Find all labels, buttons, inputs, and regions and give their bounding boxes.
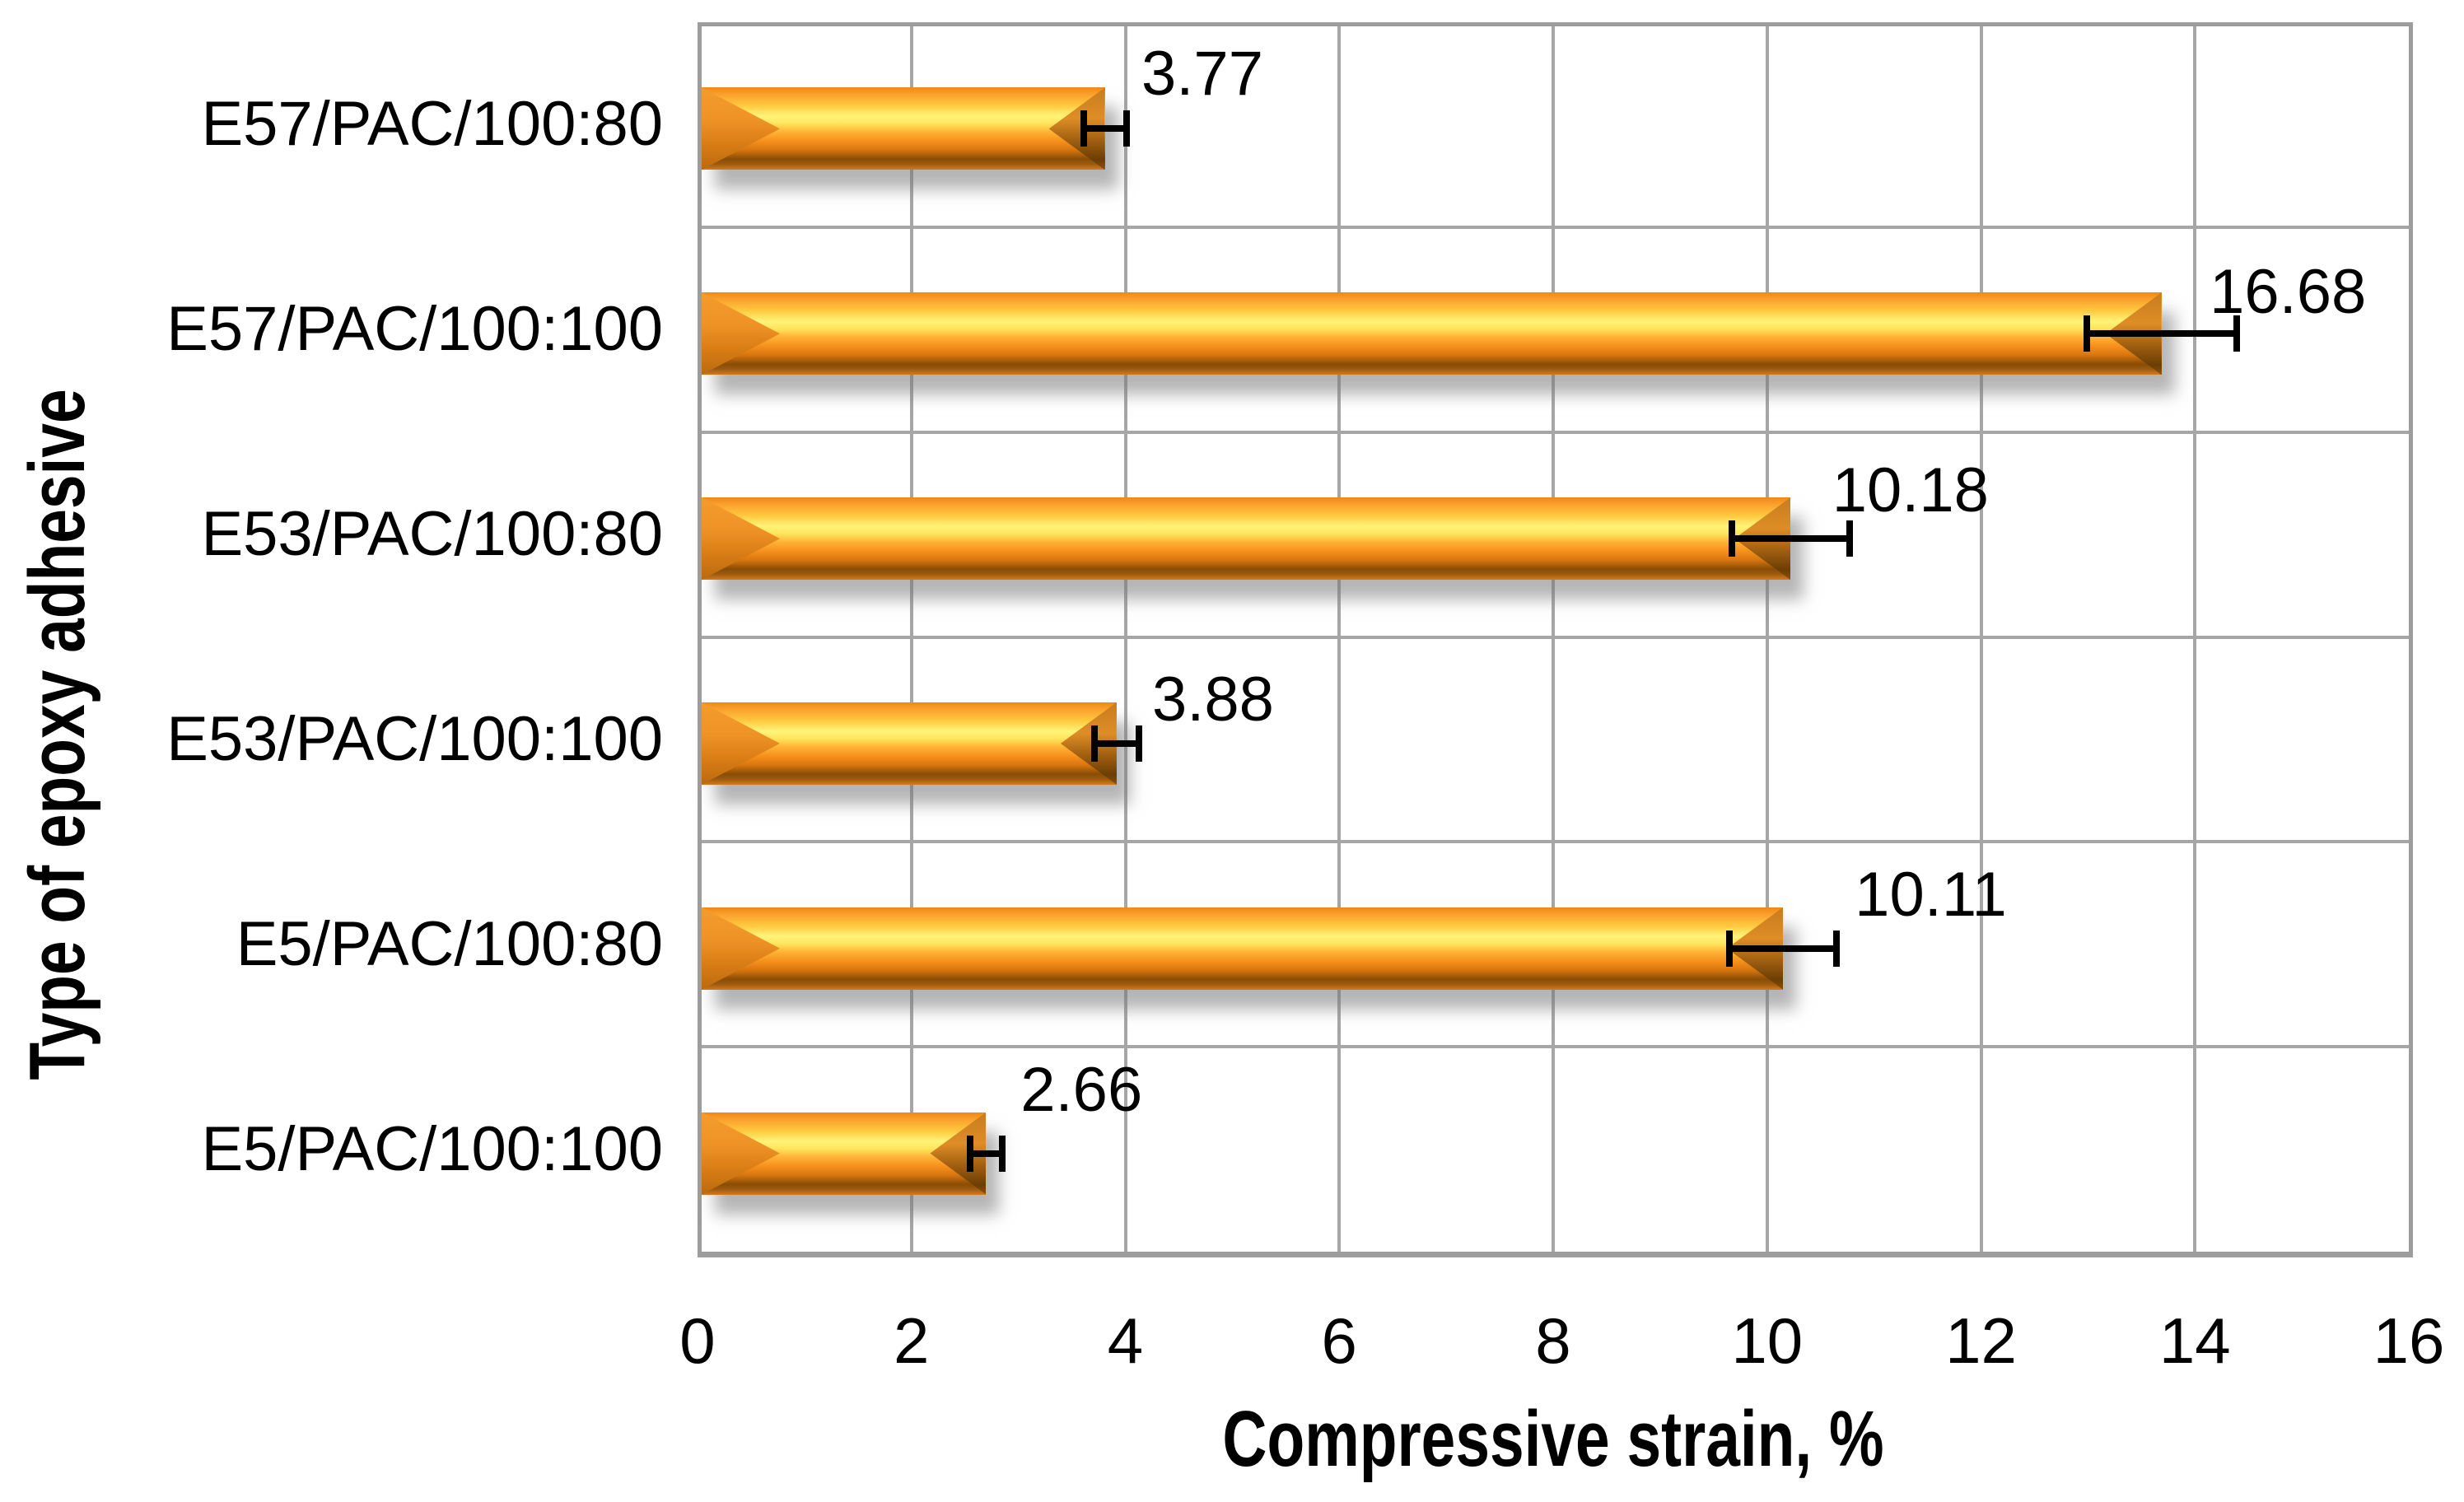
- error-bar-cap: [1726, 930, 1734, 967]
- vertical-gridline: [1765, 26, 1769, 1252]
- horizontal-gridline: [702, 840, 2409, 844]
- bar-left-bevel: [702, 1112, 780, 1195]
- error-bar: [969, 1150, 1002, 1157]
- bar-E57/PAC/100:80: [702, 87, 1105, 170]
- error-bar-cap: [998, 1135, 1006, 1172]
- error-bar: [2086, 330, 2237, 338]
- category-label: E57/PAC/100:80: [201, 89, 663, 160]
- data-label: 16.68: [2210, 256, 2367, 327]
- horizontal-gridline: [702, 430, 2409, 434]
- category-label: E57/PAC/100:100: [166, 294, 663, 365]
- x-axis-title: Compressive strain, %: [1222, 1395, 1884, 1483]
- category-label: E53/PAC/100:80: [201, 499, 663, 570]
- horizontal-gridline: [702, 225, 2409, 229]
- x-tick-label: 4: [1107, 1304, 1144, 1377]
- error-bar-cap: [966, 1135, 973, 1172]
- error-bar: [1731, 535, 1850, 543]
- error-bar-cap: [1832, 930, 1840, 967]
- vertical-gridline: [1337, 26, 1342, 1252]
- vertical-gridline: [1123, 26, 1127, 1252]
- vertical-gridline: [1552, 26, 1555, 1252]
- error-bar-cap: [1136, 725, 1143, 762]
- data-label: 3.77: [1141, 39, 1263, 109]
- bar-E5/PAC/100:80: [702, 907, 1784, 990]
- data-label: 2.66: [1020, 1055, 1143, 1126]
- plot-area: [698, 22, 2413, 1257]
- x-tick-label: 6: [1321, 1304, 1357, 1377]
- x-tick-label: 12: [1945, 1304, 2017, 1377]
- horizontal-gridline: [702, 1045, 2409, 1049]
- x-tick-label: 0: [679, 1304, 716, 1377]
- error-bar-cap: [1090, 725, 1098, 762]
- x-tick-label: 14: [2158, 1304, 2231, 1377]
- bar-left-bevel: [702, 292, 780, 376]
- bar-E5/PAC/100:100: [702, 1112, 987, 1195]
- bar-left-bevel: [702, 702, 780, 785]
- bar-E53/PAC/100:80: [702, 497, 1791, 581]
- error-bar-cap: [2233, 315, 2240, 352]
- bar-E53/PAC/100:100: [702, 702, 1117, 785]
- error-bar-cap: [2083, 315, 2090, 352]
- bar-left-bevel: [702, 497, 780, 581]
- error-bar-cap: [1728, 520, 1735, 557]
- x-tick-label: 2: [894, 1304, 930, 1377]
- category-label: E5/PAC/100:100: [201, 1113, 663, 1184]
- data-label: 10.18: [1832, 455, 1989, 525]
- error-bar: [1083, 125, 1127, 133]
- bar-left-bevel: [702, 907, 780, 990]
- bar-left-bevel: [702, 87, 780, 170]
- data-label: 3.88: [1152, 664, 1274, 735]
- category-label: E53/PAC/100:100: [166, 703, 663, 774]
- error-bar-cap: [1122, 110, 1130, 147]
- x-tick-label: 16: [2373, 1304, 2445, 1377]
- error-bar-cap: [1080, 110, 1087, 147]
- x-tick-label: 8: [1535, 1304, 1571, 1377]
- bar-E57/PAC/100:100: [702, 292, 2162, 376]
- vertical-gridline: [1979, 26, 1983, 1252]
- error-bar-cap: [1846, 520, 1853, 557]
- vertical-gridline: [2193, 26, 2197, 1252]
- horizontal-gridline: [702, 635, 2409, 639]
- vertical-gridline: [909, 26, 913, 1252]
- x-tick-label: 10: [1731, 1304, 1804, 1377]
- data-label: 10.11: [1855, 860, 2007, 931]
- category-label: E5/PAC/100:80: [236, 908, 663, 979]
- error-bar: [1729, 945, 1836, 952]
- error-bar: [1094, 739, 1140, 747]
